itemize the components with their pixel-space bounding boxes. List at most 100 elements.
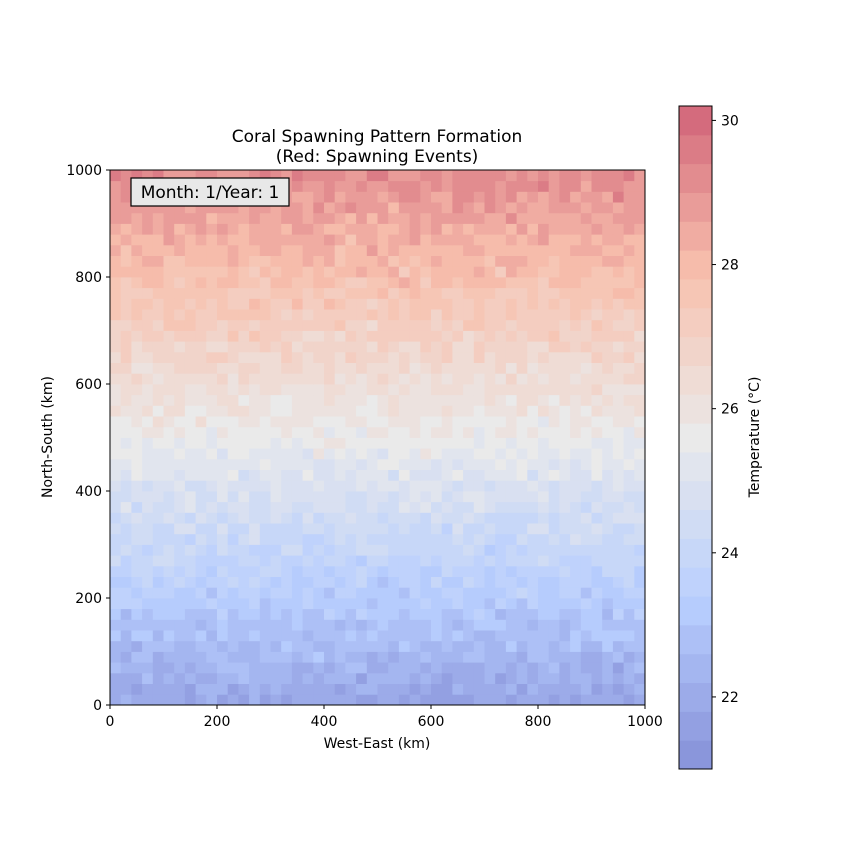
heatmap-cell (388, 394, 400, 406)
heatmap-cell (377, 330, 389, 342)
heatmap-cell (313, 640, 325, 652)
heatmap-cell (559, 491, 571, 503)
heatmap-cell (249, 598, 261, 610)
heatmap-cell (334, 587, 346, 599)
heatmap-cell (270, 458, 282, 470)
heatmap-cell (484, 170, 496, 182)
heatmap-cell (548, 373, 560, 385)
heatmap-cell (516, 351, 528, 363)
heatmap-cell (259, 576, 271, 588)
heatmap-cell (163, 533, 175, 545)
heatmap-cell (142, 373, 154, 385)
heatmap-cell (345, 384, 357, 396)
heatmap-cell (409, 491, 421, 503)
heatmap-cell (612, 437, 624, 449)
heatmap-cell (431, 287, 443, 299)
heatmap-cell (366, 202, 378, 214)
heatmap-cell (538, 384, 550, 396)
heatmap-cell (538, 619, 550, 631)
heatmap-cell (473, 362, 485, 374)
heatmap-cell (366, 544, 378, 556)
heatmap-cell (473, 491, 485, 503)
heatmap-cell (259, 319, 271, 331)
heatmap-cell (516, 212, 528, 224)
heatmap-cell (495, 437, 507, 449)
heatmap-cell (324, 170, 336, 182)
heatmap-cell (591, 555, 603, 567)
heatmap-cell (548, 565, 560, 577)
heatmap-cell (431, 266, 443, 278)
heatmap-cell (623, 437, 635, 449)
heatmap-cell (238, 662, 250, 674)
heatmap-cell (227, 480, 239, 492)
heatmap-cell (163, 694, 175, 706)
heatmap-cell (324, 576, 336, 588)
heatmap-cell (634, 544, 646, 556)
heatmap-cell (495, 405, 507, 417)
heatmap-cell (238, 255, 250, 267)
heatmap-cell (356, 212, 368, 224)
heatmap-cell (441, 501, 453, 513)
heatmap-cell (602, 619, 614, 631)
heatmap-cell (163, 555, 175, 567)
heatmap-cell (163, 319, 175, 331)
heatmap-cell (516, 394, 528, 406)
heatmap-cell (281, 501, 293, 513)
heatmap-cell (313, 608, 325, 620)
heatmap-cell (570, 426, 582, 438)
heatmap-cell (131, 651, 143, 663)
heatmap-cell (591, 180, 603, 192)
heatmap-cell (345, 480, 357, 492)
heatmap-cell (623, 555, 635, 567)
heatmap-cell (195, 651, 207, 663)
heatmap-cell (334, 212, 346, 224)
heatmap-cell (602, 437, 614, 449)
heatmap-cell (270, 277, 282, 289)
heatmap-cell (291, 384, 303, 396)
heatmap-cell (345, 309, 357, 321)
heatmap-cell (356, 405, 368, 417)
heatmap-cell (281, 255, 293, 267)
heatmap-cell (505, 672, 517, 684)
heatmap-cell (548, 223, 560, 235)
heatmap-cell (238, 651, 250, 663)
heatmap-cell (623, 234, 635, 246)
heatmap-cell (217, 523, 229, 535)
heatmap-cell (570, 662, 582, 674)
heatmap-cell (484, 662, 496, 674)
heatmap-cell (505, 287, 517, 299)
heatmap-cell (602, 448, 614, 460)
heatmap-cell (538, 394, 550, 406)
heatmap-cell (270, 341, 282, 353)
heatmap-cell (623, 598, 635, 610)
heatmap-cell (195, 694, 207, 706)
heatmap-cell (366, 651, 378, 663)
heatmap-cell (163, 480, 175, 492)
heatmap-cell (409, 405, 421, 417)
heatmap-cell (388, 651, 400, 663)
heatmap-cell (120, 651, 132, 663)
heatmap-cell (120, 362, 132, 374)
heatmap-cell (131, 384, 143, 396)
heatmap-cell (302, 212, 314, 224)
heatmap-cell (131, 394, 143, 406)
heatmap-cell (559, 458, 571, 470)
heatmap-cell (484, 683, 496, 695)
heatmap-cell (110, 565, 122, 577)
heatmap-cell (184, 651, 196, 663)
heatmap-cell (420, 202, 432, 214)
heatmap-cell (110, 405, 122, 417)
x-tick-label: 1000 (627, 714, 663, 730)
heatmap-cell (217, 362, 229, 374)
heatmap-cell (206, 373, 218, 385)
heatmap-cell (142, 170, 154, 182)
heatmap-cell (602, 170, 614, 182)
heatmap-cell (345, 491, 357, 503)
heatmap-cell (409, 694, 421, 706)
heatmap-cell (505, 309, 517, 321)
heatmap-cell (345, 212, 357, 224)
heatmap-cell (238, 384, 250, 396)
heatmap-cell (463, 319, 475, 331)
heatmap-cell (184, 212, 196, 224)
heatmap-cell (516, 170, 528, 182)
